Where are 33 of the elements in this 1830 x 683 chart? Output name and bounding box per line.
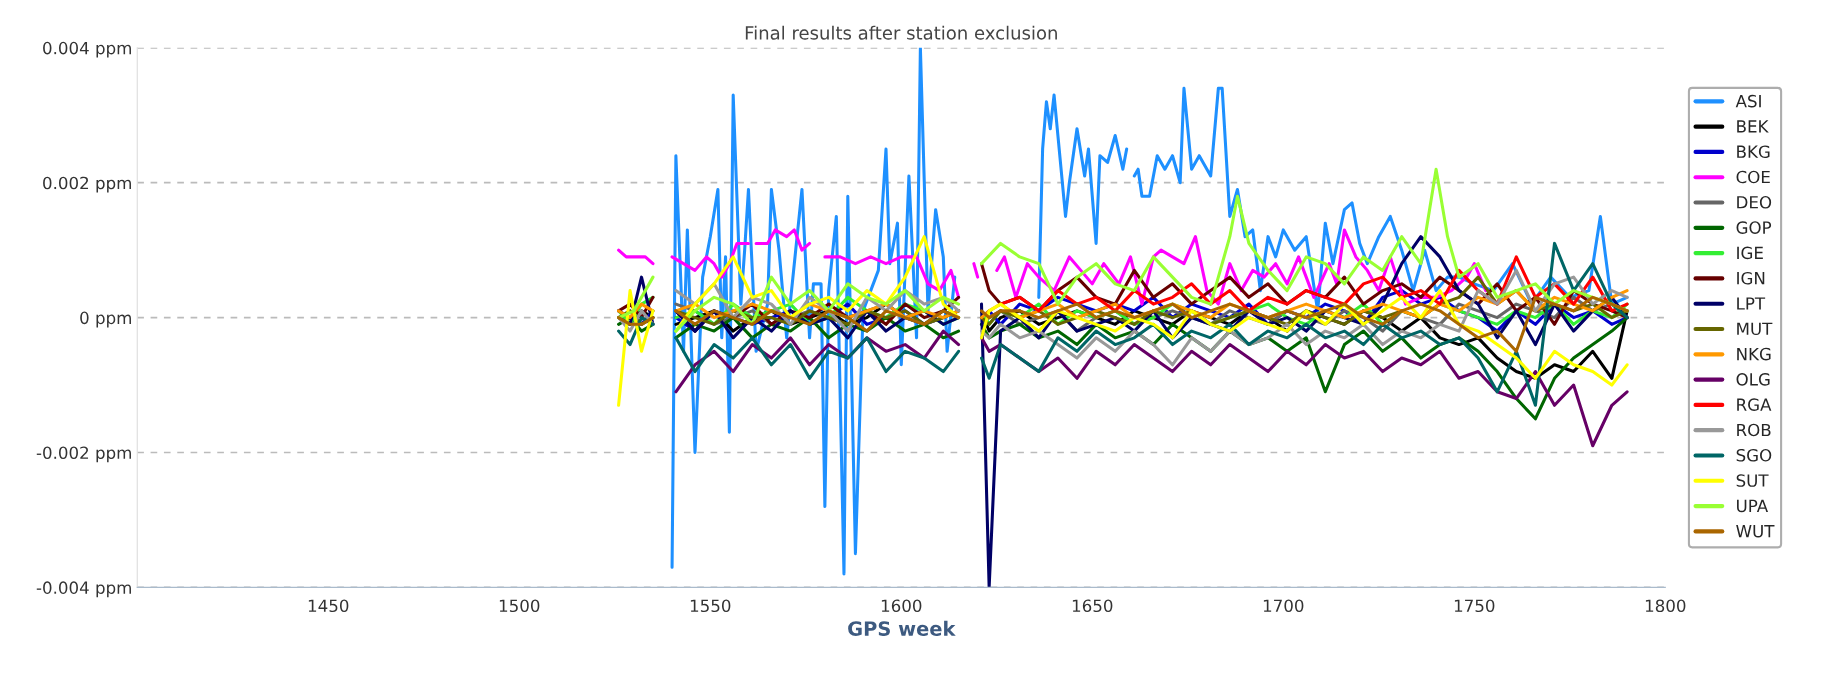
x-tick-label: 1800 xyxy=(1645,599,1686,613)
legend-label: IGE xyxy=(1737,246,1763,260)
legend-label: NKG xyxy=(1737,347,1771,361)
x-tick-label: 1450 xyxy=(308,599,349,613)
legend-label: ROB xyxy=(1737,423,1771,437)
x-tick-label: 1550 xyxy=(690,599,731,613)
x-tick-label: 1600 xyxy=(881,599,922,613)
legend-label: SGO xyxy=(1736,448,1772,462)
legend-label: WUT xyxy=(1736,525,1775,538)
x-axis-title: GPS week xyxy=(848,620,956,636)
legend-label: RGA xyxy=(1737,398,1772,411)
y-tick-label: 0.002 ppm xyxy=(43,176,131,193)
x-tick-label: 1700 xyxy=(1263,599,1304,613)
legend-label: OLG xyxy=(1736,373,1770,386)
legend-label: MUT xyxy=(1737,322,1773,336)
x-tick-label: 1650 xyxy=(1072,599,1113,613)
y-tick-label: -0.002 ppm xyxy=(36,446,131,463)
legend-label: GOP xyxy=(1736,221,1772,234)
legend-label: BKG xyxy=(1737,145,1770,158)
legend-label: ASI xyxy=(1735,94,1761,108)
legend-label: UPA xyxy=(1737,499,1769,513)
legend-label: DEO xyxy=(1737,195,1772,209)
y-tick-label: 0.004 ppm xyxy=(43,41,131,58)
x-tick-label: 1750 xyxy=(1454,599,1495,613)
legend-label: LPT xyxy=(1737,297,1766,310)
chart-title: Final results after station exclusion xyxy=(745,25,1057,40)
x-tick-label: 1500 xyxy=(499,599,540,613)
y-tick-label: 0 ppm xyxy=(80,311,131,328)
y-tick-label: -0.004 ppm xyxy=(36,581,131,598)
legend-label: BEK xyxy=(1737,120,1769,133)
legend-label: COE xyxy=(1736,170,1770,184)
legend-label: IGN xyxy=(1737,271,1765,285)
legend-label: SUT xyxy=(1736,474,1769,487)
